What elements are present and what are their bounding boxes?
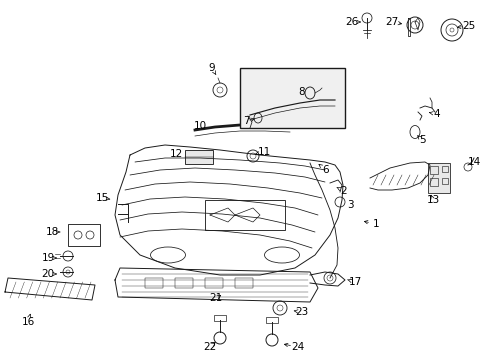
Text: 25: 25 <box>462 21 475 31</box>
Text: 20: 20 <box>41 269 55 279</box>
Text: 21: 21 <box>209 293 222 303</box>
Bar <box>68 224 100 246</box>
Text: 23: 23 <box>295 307 308 317</box>
Text: 27: 27 <box>385 17 398 27</box>
Bar <box>184 150 213 164</box>
Bar <box>441 178 447 184</box>
Bar <box>441 166 447 172</box>
Text: 16: 16 <box>21 317 35 327</box>
Text: 2: 2 <box>340 186 346 196</box>
Bar <box>429 166 437 174</box>
Text: 1: 1 <box>372 219 379 229</box>
Text: 7: 7 <box>242 116 249 126</box>
Bar <box>175 278 193 288</box>
Text: 10: 10 <box>193 121 206 131</box>
Text: 12: 12 <box>169 149 182 159</box>
Text: 4: 4 <box>433 109 439 119</box>
Text: 22: 22 <box>203 342 216 352</box>
Text: 13: 13 <box>426 195 439 205</box>
Bar <box>204 200 285 230</box>
Text: 19: 19 <box>41 253 55 263</box>
Text: 5: 5 <box>418 135 425 145</box>
Text: 18: 18 <box>45 227 59 237</box>
Text: 8: 8 <box>298 87 305 97</box>
Bar <box>235 278 252 288</box>
Text: 9: 9 <box>208 63 215 73</box>
Bar <box>145 278 163 288</box>
Bar <box>265 317 278 323</box>
Text: 15: 15 <box>95 193 108 203</box>
Bar <box>240 68 345 128</box>
Text: 6: 6 <box>322 165 328 175</box>
Bar <box>204 278 223 288</box>
Bar <box>429 178 437 186</box>
Text: 17: 17 <box>347 277 361 287</box>
Text: 3: 3 <box>346 200 353 210</box>
Text: 24: 24 <box>291 342 304 352</box>
Bar <box>214 315 225 321</box>
Text: 11: 11 <box>257 147 270 157</box>
Text: 14: 14 <box>467 157 480 167</box>
Text: 26: 26 <box>345 17 358 27</box>
Bar <box>427 163 449 193</box>
